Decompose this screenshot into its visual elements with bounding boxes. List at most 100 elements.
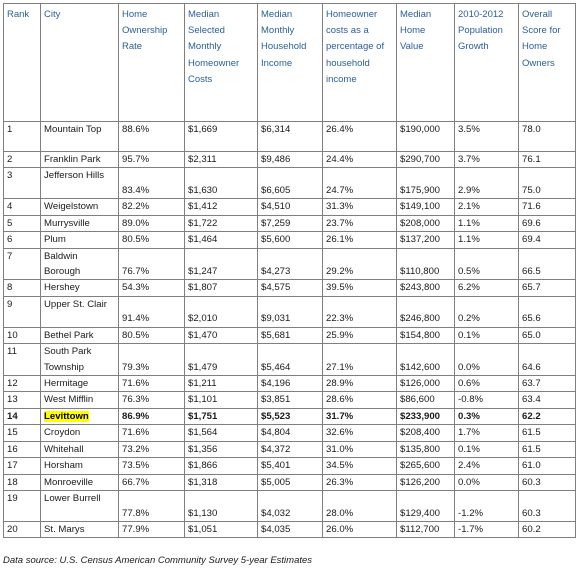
cell-costs: $1,751 xyxy=(184,407,258,426)
cell-pct: 22.3% xyxy=(322,295,397,328)
cell-costs: $1,101 xyxy=(184,391,258,409)
table-row: 3 Jefferson Hills 83.4% $1,630 $6,605 24.7% $1… xyxy=(3,167,576,200)
cell-score: 76.1 xyxy=(518,150,576,169)
cell-value: $142,600 xyxy=(396,343,455,377)
cell-score: 69.6 xyxy=(518,214,576,233)
city-name: Mountain Top xyxy=(44,124,102,135)
cell-ownership: 76.7% xyxy=(118,247,185,281)
cell-income: $4,273 xyxy=(257,247,323,281)
cell-growth: 3.7% xyxy=(454,150,519,169)
cell-income: $4,510 xyxy=(257,198,323,216)
cell-costs: $1,722 xyxy=(184,214,258,233)
cell-city: Baldwin Borough xyxy=(40,247,119,281)
header-row: Rank City Home Ownership Rate Median Sel… xyxy=(3,3,576,122)
cell-ownership: 73.2% xyxy=(118,440,185,459)
cell-pct: 26.1% xyxy=(322,231,397,249)
cell-pct: 26.0% xyxy=(322,520,397,539)
cell-growth: 0.3% xyxy=(454,407,519,426)
city-name: Bethel Park xyxy=(44,329,94,341)
cell-income: $4,804 xyxy=(257,424,323,442)
cell-income: $9,031 xyxy=(257,295,323,328)
header-score: Overall Score for Home Owners xyxy=(518,3,576,122)
cell-rank: 18 xyxy=(3,473,41,491)
cell-growth: 6.2% xyxy=(454,279,519,297)
city-name: West Mifflin xyxy=(44,394,94,406)
cell-growth: -0.8% xyxy=(454,391,519,409)
city-name: Levittown xyxy=(44,410,89,422)
cell-growth: 0.0% xyxy=(454,473,519,491)
cell-score: 61.5 xyxy=(518,440,576,459)
cell-income: $7,259 xyxy=(257,214,323,233)
cell-score: 60.3 xyxy=(518,473,576,491)
cell-city: Croydon xyxy=(40,424,119,442)
city-name: Weigelstown xyxy=(44,201,99,213)
cell-ownership: 89.0% xyxy=(118,214,185,233)
cell-rank: 13 xyxy=(3,391,41,409)
cell-rank: 20 xyxy=(3,520,41,539)
cell-costs: $1,669 xyxy=(184,121,258,152)
cell-score: 65.0 xyxy=(518,326,576,345)
cell-ownership: 71.6% xyxy=(118,424,185,442)
city-name: Baldwin Borough xyxy=(44,250,81,278)
cell-city: Monroeville xyxy=(40,473,119,491)
cell-growth: 0.5% xyxy=(454,247,519,281)
cell-costs: $1,051 xyxy=(184,520,258,539)
cell-value: $137,200 xyxy=(396,231,455,249)
city-name: Upper St. Clair xyxy=(44,298,107,310)
cell-city: Lower Burrell xyxy=(40,489,119,522)
cell-value: $175,900 xyxy=(396,167,455,200)
cell-rank: 16 xyxy=(3,440,41,459)
cell-value: $208,400 xyxy=(396,424,455,442)
cell-score: 75.0 xyxy=(518,167,576,200)
cell-growth: 2.1% xyxy=(454,198,519,216)
cell-pct: 28.9% xyxy=(322,375,397,393)
cell-rank: 2 xyxy=(3,150,41,169)
cell-rank: 19 xyxy=(3,489,41,522)
cell-growth: 0.0% xyxy=(454,343,519,377)
city-name: St. Marys xyxy=(44,523,85,535)
table-row: 6 Plum 80.5% $1,464 $5,600 26.1% $137,200 1.1% 6… xyxy=(3,231,576,249)
table-row: 20 St. Marys 77.9% $1,051 $4,035 26.0% $112,70… xyxy=(3,520,576,539)
header-rank: Rank xyxy=(3,3,41,122)
cell-rank: 12 xyxy=(3,375,41,393)
cell-growth: 0.1% xyxy=(454,326,519,345)
table-row: 4 Weigelstown 82.2% $1,412 $4,510 31.3% $149,1… xyxy=(3,198,576,216)
cell-rank: 15 xyxy=(3,424,41,442)
cell-growth: -1.2% xyxy=(454,489,519,522)
cell-ownership: 77.8% xyxy=(118,489,185,522)
cell-costs: $2,010 xyxy=(184,295,258,328)
cell-value: $154,800 xyxy=(396,326,455,345)
cell-costs: $2,311 xyxy=(184,150,258,169)
cell-income: $4,372 xyxy=(257,440,323,459)
cell-rank: 9 xyxy=(3,295,41,328)
cell-growth: -1.7% xyxy=(454,520,519,539)
cell-costs: $1,470 xyxy=(184,326,258,345)
cell-ownership: 54.3% xyxy=(118,279,185,297)
city-name: Whitehall xyxy=(44,443,84,455)
cell-costs: $1,807 xyxy=(184,279,258,297)
cell-ownership: 66.7% xyxy=(118,473,185,491)
cell-score: 66.5 xyxy=(518,247,576,281)
city-name: South Park Township xyxy=(44,346,92,373)
cell-value: $265,600 xyxy=(396,457,455,475)
table-row: 5 Murrysville 89.0% $1,722 $7,259 23.7% $208,0… xyxy=(3,214,576,233)
cell-growth: 0.2% xyxy=(454,295,519,328)
cell-income: $4,575 xyxy=(257,279,323,297)
cell-pct: 25.9% xyxy=(322,326,397,345)
cell-value: $246,800 xyxy=(396,295,455,328)
table-row: 19 Lower Burrell 77.8% $1,130 $4,032 28.0% $12… xyxy=(3,489,576,522)
cell-pct: 31.3% xyxy=(322,198,397,216)
cell-ownership: 71.6% xyxy=(118,375,185,393)
cell-growth: 2.9% xyxy=(454,167,519,200)
cell-city: Bethel Park xyxy=(40,326,119,345)
cell-pct: 27.1% xyxy=(322,343,397,377)
cell-value: $243,800 xyxy=(396,279,455,297)
cell-value: $86,600 xyxy=(396,391,455,409)
header-growth: 2010-2012 Population Growth xyxy=(454,3,519,122)
cell-city: Upper St. Clair xyxy=(40,295,119,328)
cell-score: 64.6 xyxy=(518,343,576,377)
cell-score: 65.7 xyxy=(518,279,576,297)
cell-pct: 34.5% xyxy=(322,457,397,475)
cell-costs: $1,630 xyxy=(184,167,258,200)
cell-ownership: 86.9% xyxy=(118,407,185,426)
